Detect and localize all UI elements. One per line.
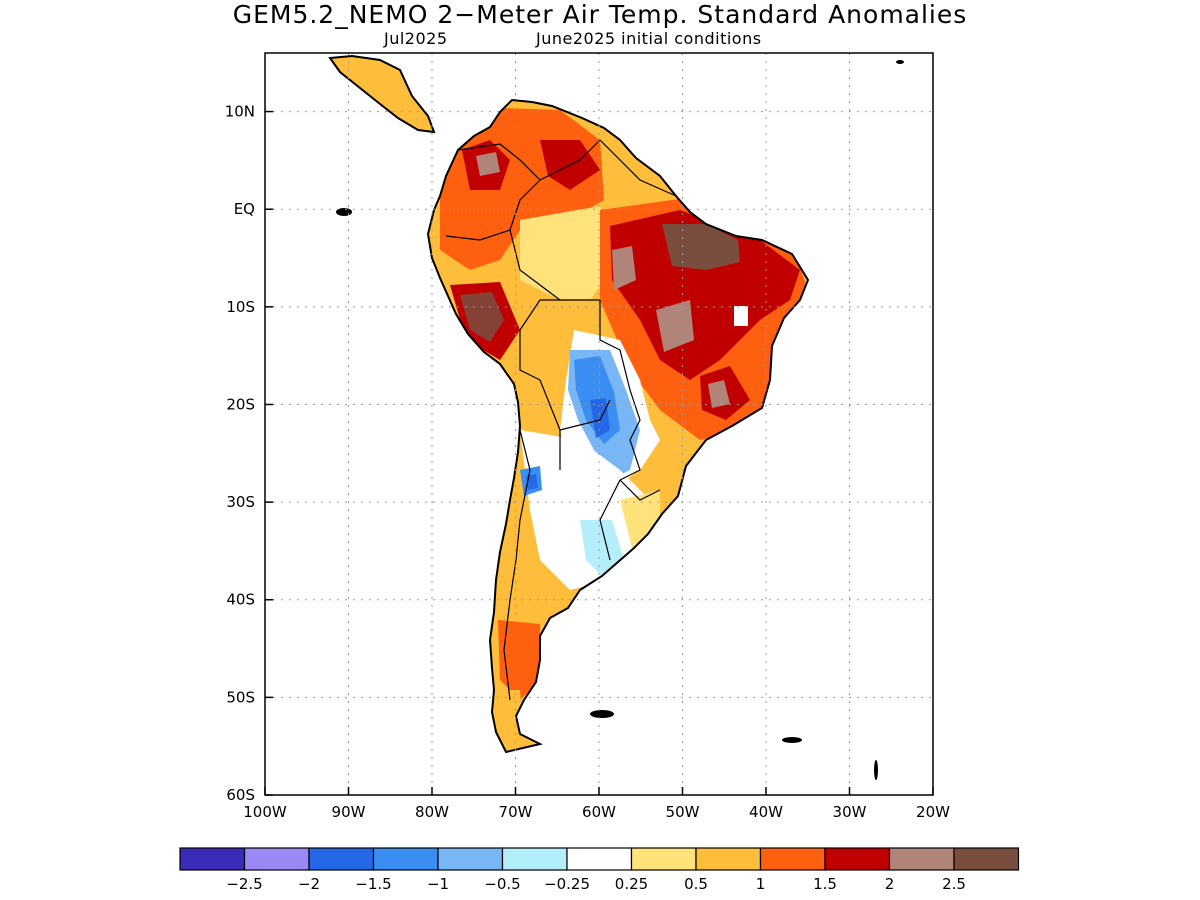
lon-tick-label: 80W <box>415 803 449 821</box>
map-title: GEM5.2_NEMO 2−Meter Air Temp. Standard A… <box>232 0 968 29</box>
anomaly-fill <box>330 56 808 752</box>
lat-tick-label: 20S <box>226 395 255 413</box>
colorbar-swatch <box>695 847 762 871</box>
colorbar-swatch <box>372 847 439 871</box>
lon-tick-label: 100W <box>243 803 287 821</box>
colorbar-swatch <box>243 847 310 871</box>
colorbar-swatch <box>953 847 1020 871</box>
colorbar: −2.5 −2 −1.5 −1 −0.5 −0.25 0.25 0.5 1 1.5 2 2.5 <box>179 847 1020 893</box>
lat-tick-label: 40S <box>226 591 255 609</box>
lat-tick-label: 60S <box>226 786 255 804</box>
colorbar-swatch <box>308 847 375 871</box>
lon-tick-label: 30W <box>833 803 867 821</box>
colorbar-label: 0.5 <box>684 875 708 893</box>
lon-axis: 100W 90W 80W 70W 60W 50W 40W 30W 20W <box>243 787 950 821</box>
colorbar-label: −1.5 <box>355 875 391 893</box>
colorbar-swatch <box>759 847 826 871</box>
coastline <box>328 54 810 754</box>
colorbar-swatch <box>179 847 246 871</box>
colorbar-swatch <box>630 847 697 871</box>
colorbar-label: −0.5 <box>484 875 520 893</box>
lon-tick-label: 40W <box>749 803 783 821</box>
lon-tick-label: 20W <box>916 803 950 821</box>
lat-tick-label: 10N <box>225 103 255 121</box>
colorbar-swatch <box>824 847 891 871</box>
lat-tick-label: 10S <box>226 298 255 316</box>
subtitle-init: June2025 initial conditions <box>536 29 762 48</box>
lat-tick-label: EQ <box>234 200 255 218</box>
colorbar-label: −0.25 <box>544 875 590 893</box>
colorbar-label: 0.25 <box>615 875 648 893</box>
lat-axis: 10N EQ 10S 20S 30S 40S 50S 60S <box>225 103 273 804</box>
lat-tick-label: 30S <box>226 493 255 511</box>
colorbar-swatch <box>566 847 633 871</box>
colorbar-label: 2 <box>885 875 895 893</box>
colorbar-label: 1 <box>756 875 766 893</box>
colorbar-swatch <box>501 847 568 871</box>
country-borders <box>445 139 677 701</box>
colorbar-label: −1 <box>427 875 449 893</box>
colorbar-label: 1.5 <box>813 875 837 893</box>
lon-tick-label: 50W <box>666 803 700 821</box>
colorbar-label: −2 <box>298 875 320 893</box>
colorbar-swatch <box>437 847 504 871</box>
colorbar-swatch <box>888 847 955 871</box>
lon-tick-label: 60W <box>582 803 616 821</box>
lat-tick-label: 50S <box>226 688 255 706</box>
colorbar-label: −2.5 <box>226 875 262 893</box>
lon-tick-label: 90W <box>332 803 366 821</box>
islands <box>336 60 904 780</box>
colorbar-label: 2.5 <box>942 875 966 893</box>
lon-tick-label: 70W <box>499 803 533 821</box>
subtitle-month: Jul2025 <box>384 29 448 48</box>
